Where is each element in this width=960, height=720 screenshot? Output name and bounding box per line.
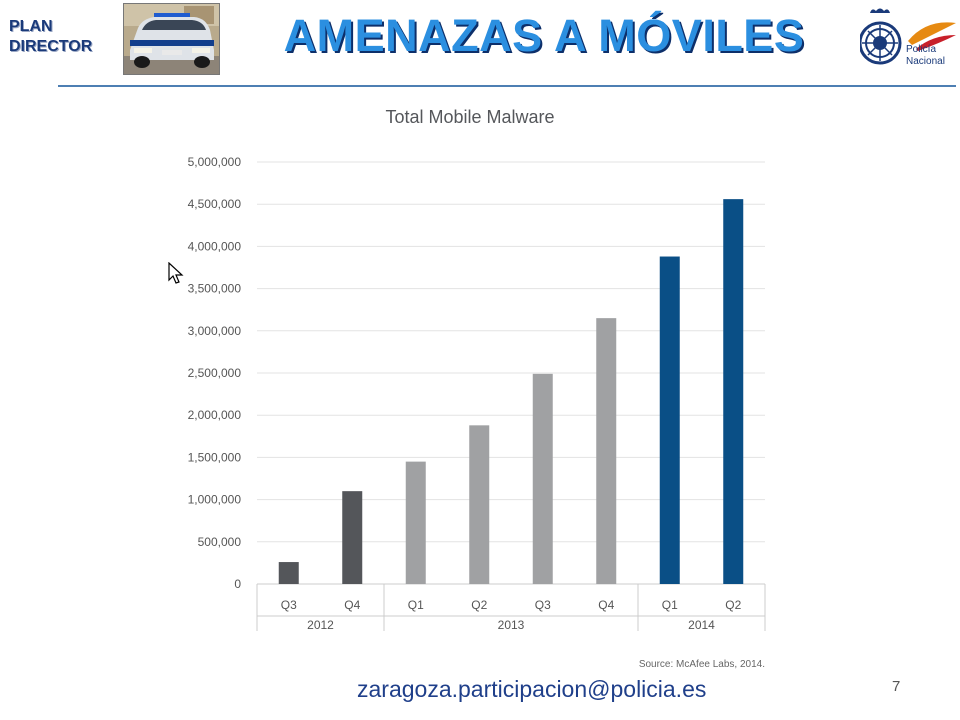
bar [659, 256, 680, 584]
page-title: AMENAZAS A MÓVILES [283, 10, 805, 61]
mobile-malware-chart: Total Mobile Malware 0 500,000 1,000,000 1,… [150, 95, 780, 680]
x-tick-label: Q1 [408, 598, 424, 612]
policia-nacional-text: Policía Nacional [906, 44, 945, 67]
y-tick-label: 3,000,000 [188, 324, 242, 338]
year-group-label: 2012 [307, 618, 334, 632]
year-group-label: 2013 [498, 618, 525, 632]
x-tick-label: Q3 [535, 598, 551, 612]
bar [342, 491, 363, 584]
footer-email[interactable]: zaragoza.participacion@policia.es [357, 676, 707, 702]
page-number: 7 [892, 678, 901, 695]
x-tick-label: Q4 [598, 598, 614, 612]
mouse-cursor-icon [168, 261, 186, 291]
bar [405, 461, 426, 584]
y-tick-label: 3,500,000 [188, 282, 242, 296]
header-divider [58, 85, 956, 87]
plan-director-label: PLAN DIRECTOR [9, 17, 92, 57]
x-tick-label: Q3 [281, 598, 297, 612]
brand-line-2: DIRECTOR [9, 38, 93, 55]
police-car-photo [123, 3, 220, 75]
y-tick-label: 1,500,000 [188, 450, 242, 464]
bar [278, 562, 299, 584]
x-tick-label: Q2 [725, 598, 741, 612]
y-tick-label: 0 [234, 577, 241, 591]
y-tick-label: 4,500,000 [188, 197, 242, 211]
x-tick-label: Q2 [471, 598, 487, 612]
bar [596, 318, 617, 584]
chart-title: Total Mobile Malware [385, 107, 554, 127]
bar [469, 425, 490, 584]
y-tick-label: 500,000 [198, 535, 242, 549]
x-tick-label: Q4 [344, 598, 360, 612]
y-tick-label: 2,500,000 [188, 366, 242, 380]
bar [532, 373, 553, 584]
brand-line-1: PLAN [9, 18, 53, 35]
y-tick-label: 2,000,000 [188, 408, 242, 422]
policia-nacional-logo [858, 5, 960, 75]
y-tick-label: 4,000,000 [188, 239, 242, 253]
y-tick-label: 5,000,000 [188, 155, 242, 169]
year-group-label: 2014 [688, 618, 715, 632]
bar [723, 199, 744, 585]
chart-source-note: Source: McAfee Labs, 2014. [639, 659, 765, 670]
x-tick-label: Q1 [662, 598, 678, 612]
y-tick-label: 1,000,000 [188, 493, 242, 507]
